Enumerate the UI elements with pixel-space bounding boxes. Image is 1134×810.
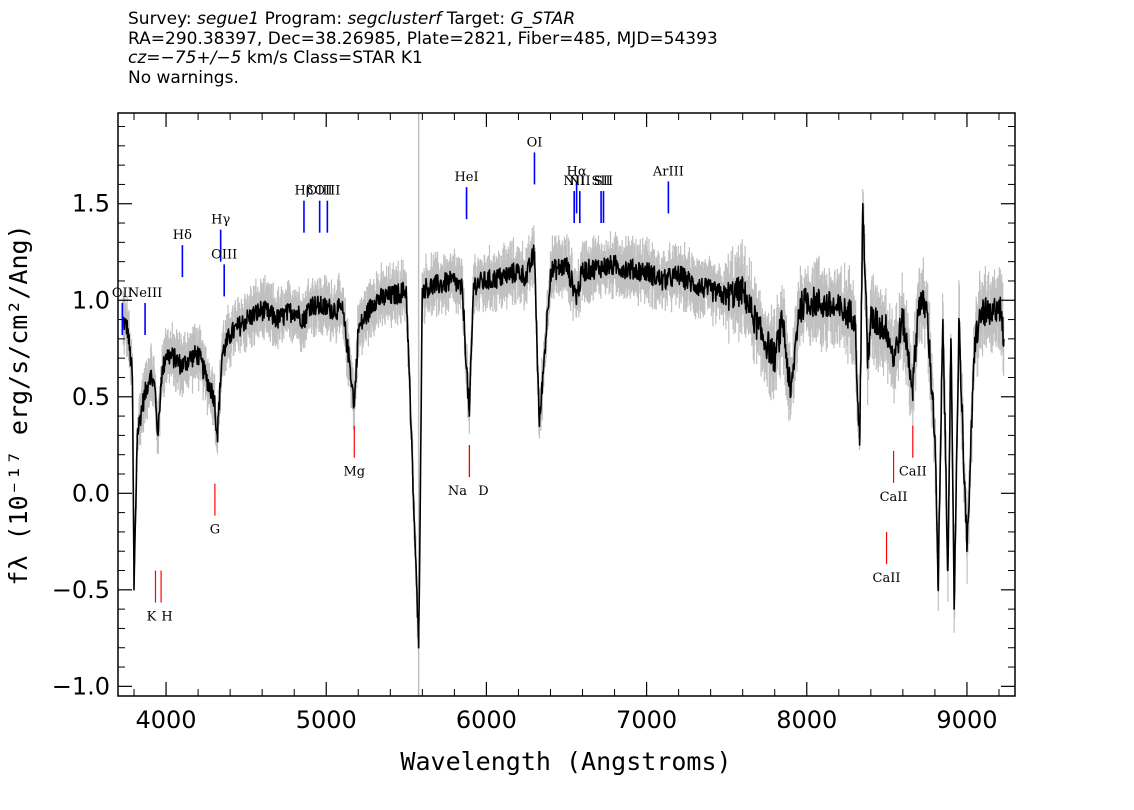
emission-line-label: NeIII	[128, 286, 162, 301]
emission-line-label: ArIII	[652, 164, 684, 179]
absorption-line-label: D	[478, 484, 488, 499]
cz-class: km/s Class=STAR K1	[241, 48, 423, 68]
absorption-line-label: G	[210, 523, 220, 538]
absorption-line-label: CaII	[880, 490, 908, 505]
x-tick-label: 6000	[456, 706, 517, 734]
x-tick-label: 7000	[616, 706, 677, 734]
y-tick-label: 0.0	[72, 479, 110, 507]
emission-line-label: OIII	[314, 184, 340, 199]
emission-line-label: Hδ	[173, 228, 192, 243]
emission-line-label: NII	[569, 174, 591, 189]
emission-line-label: HeI	[454, 170, 478, 185]
emission-line-label: Hγ	[211, 213, 230, 228]
emission-line-label: SII	[592, 174, 611, 189]
cz-value: =−75+/−5	[146, 48, 242, 68]
y-tick-label: 1.0	[72, 286, 110, 314]
y-tick-label: 1.5	[72, 190, 110, 218]
x-tick-label: 4000	[136, 706, 197, 734]
x-axis-title: Wavelength (Angstroms)	[400, 747, 731, 776]
x-tick-label: 9000	[936, 706, 997, 734]
emission-line-label: NII	[563, 174, 585, 189]
header-line-redshift: cz=−75+/−5 km/s Class=STAR K1	[128, 48, 718, 69]
y-tick-label: −1.0	[52, 672, 110, 700]
absorption-line-label: Mg	[343, 465, 365, 480]
emission-line-label: SII	[594, 174, 613, 189]
error-band	[122, 113, 1005, 696]
cz-symbol: cz	[128, 48, 147, 68]
x-tick-label: 5000	[296, 706, 357, 734]
header-line-coordinates: RA=290.38397, Dec=38.26985, Plate=2821, …	[128, 28, 718, 49]
absorption-line-label: CaII	[873, 571, 901, 586]
error-bars	[122, 189, 1005, 650]
survey-label: Survey:	[128, 9, 198, 29]
emission-line-label: OI	[527, 135, 543, 150]
target-value: G_STAR	[510, 9, 576, 29]
emission-line-label: OIII	[211, 247, 237, 262]
emission-line-label: OII	[112, 286, 133, 301]
absorption-line-label: CaII	[899, 465, 927, 480]
y-tick-label: −0.5	[52, 576, 110, 604]
emission-line-label: OIII	[307, 184, 333, 199]
spectrum-header: Survey: segue1 Program: segclusterf Targ…	[128, 9, 718, 88]
plot-frame	[117, 112, 1016, 697]
spectrum-series	[122, 202, 1005, 649]
y-tick-label: 0.5	[72, 383, 110, 411]
y-axis-title: fλ (10⁻¹⁷ erg/s/cm²/Ang)	[4, 224, 33, 585]
header-line-warnings: No warnings.	[128, 67, 239, 88]
emission-line-label: Hβ	[295, 184, 314, 199]
axis-ticks: 4000 5000 6000 7000 8000 9000 −1.0 −0.5 0.0 0.5 1.…	[52, 113, 1015, 734]
header-line-survey: Survey: segue1 Program: segclusterf Targ…	[128, 9, 718, 30]
absorption-line-label: K	[147, 610, 157, 625]
absorption-line-label: Na	[448, 484, 467, 499]
program-value: segclusterf	[347, 9, 442, 29]
program-label: Program:	[259, 9, 348, 29]
survey-value: segue1	[197, 9, 260, 29]
target-label: Target:	[441, 9, 511, 29]
x-tick-label: 8000	[776, 706, 837, 734]
emission-line-label: Hα	[567, 164, 587, 179]
absorption-line-label: H	[161, 610, 172, 625]
spectrum-line	[122, 202, 1005, 649]
